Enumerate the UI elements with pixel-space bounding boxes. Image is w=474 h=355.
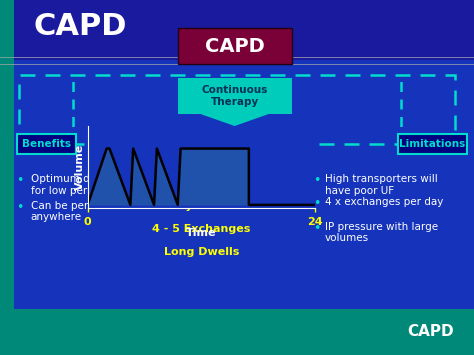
Text: CAPD: CAPD — [408, 324, 454, 339]
FancyBboxPatch shape — [17, 134, 76, 154]
Text: •: • — [313, 197, 320, 210]
Text: 4 x exchanges per day: 4 x exchanges per day — [325, 197, 443, 207]
Text: High transporters will
have poor UF: High transporters will have poor UF — [325, 174, 438, 196]
FancyBboxPatch shape — [0, 0, 14, 309]
Y-axis label: Volume: Volume — [75, 144, 85, 190]
Text: Anywhere: Anywhere — [170, 201, 233, 211]
FancyBboxPatch shape — [14, 60, 474, 309]
Text: IP pressure with large
volumes: IP pressure with large volumes — [325, 222, 438, 244]
Text: Can be performed
anywhere: Can be performed anywhere — [31, 201, 126, 222]
X-axis label: Time: Time — [186, 228, 217, 238]
Text: CAPD: CAPD — [33, 12, 127, 41]
Polygon shape — [88, 148, 315, 205]
Text: •: • — [313, 174, 320, 187]
Text: Ambulatory: Ambulatory — [165, 179, 238, 189]
FancyBboxPatch shape — [0, 309, 474, 355]
Text: •: • — [313, 222, 320, 235]
Text: •: • — [17, 174, 24, 187]
FancyBboxPatch shape — [178, 28, 292, 64]
Text: CAPD: CAPD — [205, 37, 264, 56]
Polygon shape — [194, 112, 275, 126]
FancyBboxPatch shape — [178, 78, 292, 114]
FancyBboxPatch shape — [398, 134, 467, 154]
FancyBboxPatch shape — [0, 0, 474, 64]
Text: Continuous
Therapy: Continuous Therapy — [201, 84, 268, 107]
Text: •: • — [17, 201, 24, 214]
Text: Benefits: Benefits — [22, 139, 71, 149]
Text: Optimum dialysis
for low permeability: Optimum dialysis for low permeability — [31, 174, 136, 196]
Text: Limitations: Limitations — [399, 139, 465, 149]
Text: 4 - 5 Exchanges: 4 - 5 Exchanges — [152, 224, 251, 234]
Text: Long Dwells: Long Dwells — [164, 247, 239, 257]
